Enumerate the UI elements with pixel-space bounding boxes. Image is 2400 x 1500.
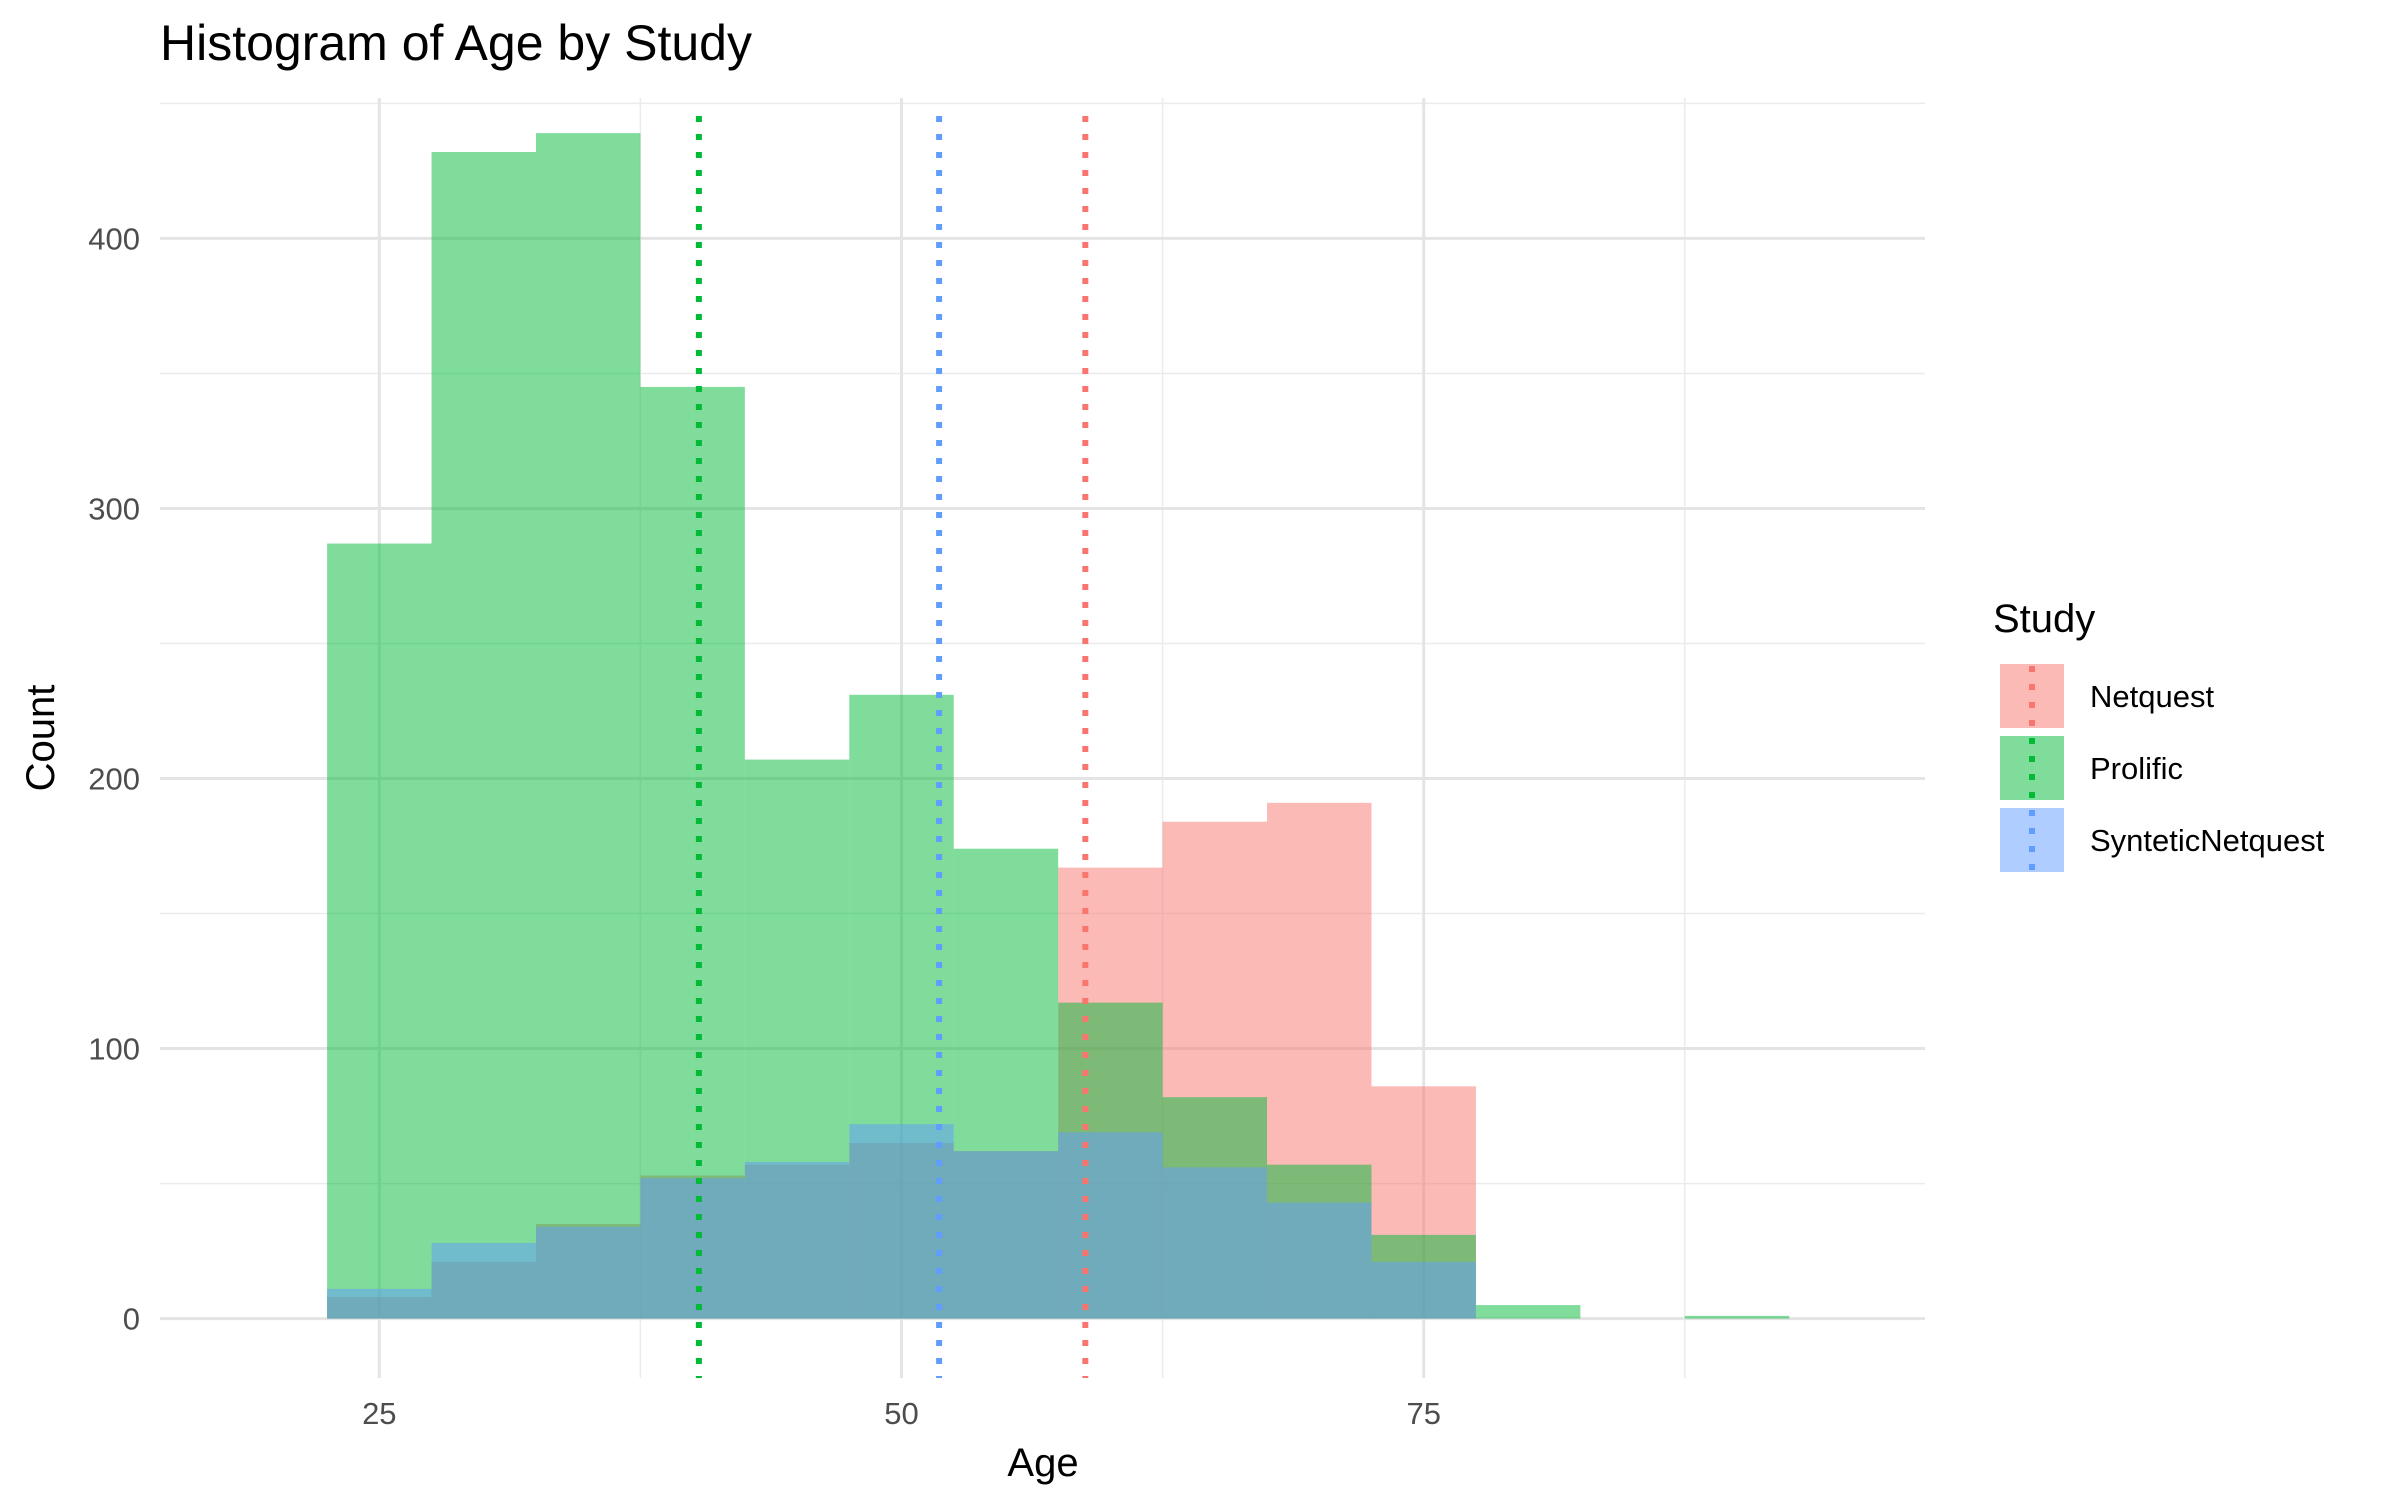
y-tick-label: 200 — [88, 762, 140, 797]
bar-prolific — [1475, 1305, 1581, 1319]
y-tick-label: 0 — [123, 1302, 140, 1337]
bar-prolific — [431, 152, 536, 1319]
mean-lines-layer — [695, 116, 1089, 1378]
legend-swatch — [2000, 664, 2064, 728]
legend-item-prolific: Prolific — [2000, 736, 2183, 800]
bar-prolific — [1684, 1315, 1790, 1319]
bar-prolific — [327, 543, 432, 1319]
bars-layer — [327, 133, 1790, 1319]
bar-synteticnetquest — [431, 1242, 536, 1319]
bar-prolific — [535, 133, 641, 1319]
bar-synteticnetquest — [535, 1226, 641, 1319]
bar-synteticnetquest — [327, 1288, 432, 1319]
bar-synteticnetquest — [744, 1161, 850, 1319]
bar-synteticnetquest — [1267, 1202, 1372, 1319]
bar-synteticnetquest — [1162, 1167, 1268, 1319]
x-tick-label: 25 — [362, 1396, 396, 1431]
legend-item-synteticnetquest: SynteticNetquest — [2000, 808, 2325, 872]
legend-swatch — [2000, 736, 2064, 800]
x-axis-title: Age — [1007, 1441, 1078, 1485]
y-tick-label: 100 — [88, 1032, 140, 1067]
bar-prolific — [640, 386, 745, 1319]
chart-title: Histogram of Age by Study — [160, 15, 752, 71]
y-axis-title: Count — [19, 685, 63, 792]
bar-synteticnetquest — [953, 1151, 1059, 1319]
y-tick-label: 300 — [88, 491, 140, 526]
legend: Study Netquest Prolific SynteticNetquest — [1993, 597, 2325, 872]
x-tick-label: 50 — [884, 1396, 918, 1431]
bar-synteticnetquest — [1371, 1261, 1476, 1319]
bar-synteticnetquest — [1058, 1132, 1163, 1319]
bar-synteticnetquest — [640, 1178, 745, 1319]
legend-item-netquest: Netquest — [2000, 664, 2214, 728]
y-tick-label: 400 — [88, 221, 140, 256]
legend-label: Prolific — [2090, 751, 2183, 786]
legend-label: Netquest — [2090, 679, 2214, 714]
legend-title: Study — [1993, 597, 2095, 641]
x-tick-label: 75 — [1406, 1396, 1440, 1431]
legend-label: SynteticNetquest — [2090, 823, 2325, 858]
tick-labels-layer: 25 50 75 0 100 200 300 400 — [88, 221, 1441, 1431]
legend-swatch — [2000, 808, 2064, 872]
